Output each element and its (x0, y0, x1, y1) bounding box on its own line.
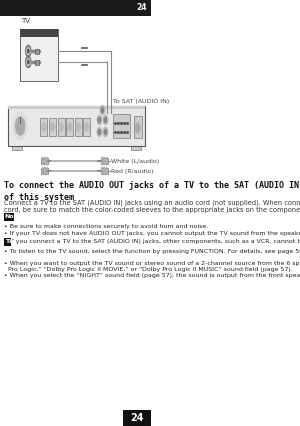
FancyBboxPatch shape (131, 145, 141, 150)
Text: • To listen to the TV sound, select the function by pressing FUNCTION. For detai: • To listen to the TV sound, select the … (4, 249, 300, 254)
Circle shape (98, 130, 101, 135)
Text: To connect the AUDIO OUT jacks of a TV to the SAT (AUDIO IN) jacks
of this syste: To connect the AUDIO OUT jacks of a TV t… (4, 181, 300, 202)
Text: TV: TV (21, 18, 30, 24)
Circle shape (25, 56, 31, 68)
Circle shape (135, 123, 140, 133)
FancyBboxPatch shape (4, 238, 11, 245)
Text: Connect a TV to the SAT (AUDIO IN) jacks using an audio cord (not supplied). Whe: Connect a TV to the SAT (AUDIO IN) jacks… (4, 199, 300, 213)
FancyBboxPatch shape (20, 29, 58, 37)
FancyBboxPatch shape (35, 49, 39, 54)
FancyBboxPatch shape (123, 410, 152, 426)
FancyBboxPatch shape (106, 167, 107, 175)
FancyBboxPatch shape (42, 167, 44, 175)
Circle shape (98, 118, 101, 123)
Circle shape (68, 123, 72, 132)
FancyBboxPatch shape (45, 167, 46, 175)
FancyBboxPatch shape (104, 157, 106, 165)
Circle shape (85, 123, 89, 132)
Text: Tip: Tip (4, 239, 15, 244)
Circle shape (104, 118, 107, 123)
FancyBboxPatch shape (4, 213, 14, 221)
FancyBboxPatch shape (101, 157, 103, 165)
Circle shape (26, 48, 30, 55)
FancyBboxPatch shape (47, 157, 48, 165)
Circle shape (103, 127, 108, 137)
FancyBboxPatch shape (58, 118, 64, 136)
FancyBboxPatch shape (44, 157, 45, 165)
FancyBboxPatch shape (20, 29, 58, 81)
FancyBboxPatch shape (42, 157, 44, 165)
FancyBboxPatch shape (0, 0, 152, 16)
FancyBboxPatch shape (66, 118, 73, 136)
FancyBboxPatch shape (12, 145, 22, 150)
Text: • If your TV does not have AUDIO OUT jacks, you cannot output the TV sound from : • If your TV does not have AUDIO OUT jac… (4, 231, 300, 236)
Circle shape (25, 45, 31, 57)
Text: 24: 24 (130, 413, 144, 423)
Circle shape (76, 123, 80, 132)
Circle shape (59, 123, 63, 132)
Circle shape (50, 123, 55, 132)
FancyBboxPatch shape (101, 158, 108, 164)
FancyBboxPatch shape (40, 118, 47, 136)
FancyBboxPatch shape (35, 60, 39, 64)
Circle shape (28, 49, 29, 52)
FancyBboxPatch shape (41, 168, 49, 174)
Circle shape (16, 117, 25, 135)
FancyBboxPatch shape (101, 167, 103, 175)
Circle shape (26, 58, 30, 66)
Circle shape (101, 107, 104, 112)
Circle shape (13, 112, 27, 140)
Text: • When you select the “NIGHT” sound field (page 57), the sound is output from th: • When you select the “NIGHT” sound fiel… (4, 273, 300, 278)
Text: 24: 24 (136, 3, 146, 12)
FancyBboxPatch shape (101, 168, 108, 174)
Text: • Be sure to make connections securely to avoid hum and noise.: • Be sure to make connections securely t… (4, 224, 208, 229)
FancyBboxPatch shape (112, 114, 130, 138)
FancyBboxPatch shape (8, 106, 145, 109)
FancyBboxPatch shape (103, 167, 104, 175)
FancyBboxPatch shape (103, 157, 104, 165)
Text: To SAT (AUDIO IN): To SAT (AUDIO IN) (113, 98, 169, 104)
Text: • When you want to output the TV sound or stereo sound of a 2-channel source fro: • When you want to output the TV sound o… (4, 261, 300, 272)
FancyBboxPatch shape (47, 167, 48, 175)
Text: White (L/audio): White (L/audio) (111, 158, 159, 164)
Text: Note: Note (4, 214, 21, 219)
FancyBboxPatch shape (134, 116, 142, 138)
Text: Red (R/audio): Red (R/audio) (111, 169, 154, 173)
Circle shape (42, 123, 46, 132)
Circle shape (97, 115, 102, 125)
Circle shape (100, 105, 105, 115)
FancyBboxPatch shape (44, 167, 45, 175)
Circle shape (103, 115, 108, 125)
FancyBboxPatch shape (8, 106, 145, 146)
Text: • If you connect a TV to the SAT (AUDIO IN) jacks, other components, such as a V: • If you connect a TV to the SAT (AUDIO … (4, 239, 300, 244)
Circle shape (97, 127, 102, 137)
FancyBboxPatch shape (45, 157, 46, 165)
Circle shape (104, 130, 107, 135)
FancyBboxPatch shape (106, 157, 107, 165)
FancyBboxPatch shape (49, 118, 56, 136)
FancyBboxPatch shape (104, 167, 106, 175)
FancyBboxPatch shape (75, 118, 82, 136)
FancyBboxPatch shape (41, 158, 49, 164)
FancyBboxPatch shape (83, 118, 90, 136)
Circle shape (28, 60, 29, 63)
